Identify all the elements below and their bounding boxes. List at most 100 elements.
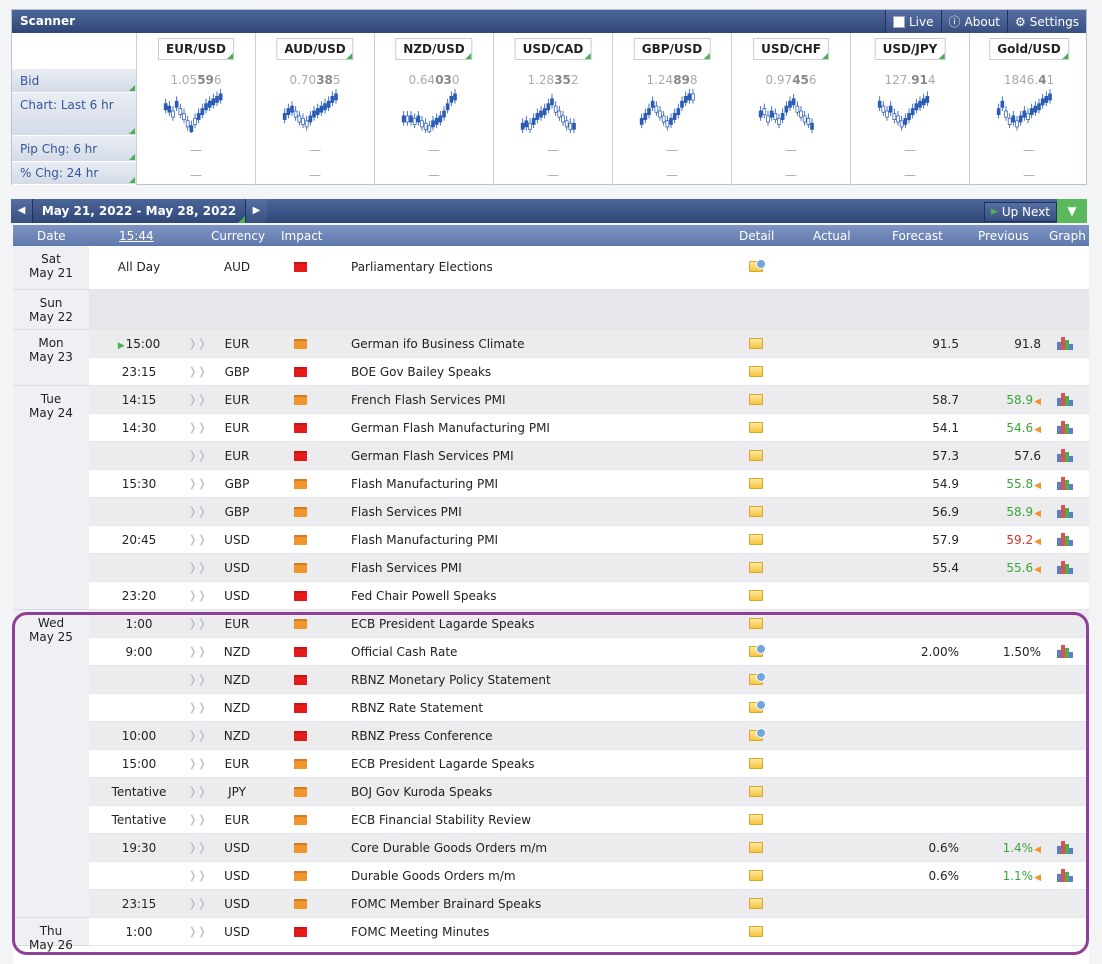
live-checkbox[interactable]	[893, 15, 905, 28]
event-name[interactable]: Flash Manufacturing PMI	[351, 533, 499, 547]
graph-icon[interactable]	[1057, 476, 1073, 490]
event-row[interactable]: 9:00 ❭❭ NZD Official Cash Rate 2.00% 1.50%	[89, 638, 1089, 666]
sound-alert-icon[interactable]: ❭❭	[188, 533, 207, 546]
detail-folder-icon[interactable]	[749, 898, 763, 909]
event-name[interactable]: Flash Services PMI	[351, 561, 462, 575]
graph-icon[interactable]	[1057, 392, 1073, 406]
about-button[interactable]: ⓘ About	[940, 10, 1008, 33]
event-row[interactable]: 10:00 ❭❭ NZD RBNZ Press Conference	[89, 722, 1089, 750]
pair-name[interactable]: AUD/USD	[276, 38, 354, 60]
event-row[interactable]: ❭❭ USD Flash Services PMI 55.4 55.6◀	[89, 554, 1089, 582]
sound-alert-icon[interactable]: ❭❭	[188, 645, 207, 658]
event-name[interactable]: Core Durable Goods Orders m/m	[351, 841, 548, 855]
event-name[interactable]: BOJ Gov Kuroda Speaks	[351, 785, 493, 799]
sound-alert-icon[interactable]: ❭❭	[188, 841, 207, 854]
event-name[interactable]: German Flash Services PMI	[351, 449, 514, 463]
detail-folder-icon[interactable]	[749, 814, 763, 825]
sound-alert-icon[interactable]: ❭❭	[188, 393, 207, 406]
event-row[interactable]: Tentative ❭❭ JPY BOJ Gov Kuroda Speaks	[89, 778, 1089, 806]
sound-alert-icon[interactable]: ❭❭	[188, 617, 207, 630]
detail-folder-icon[interactable]	[749, 842, 763, 853]
sound-alert-icon[interactable]: ❭❭	[188, 505, 207, 518]
event-name[interactable]: Flash Services PMI	[351, 505, 462, 519]
event-row[interactable]: ❭❭ NZD RBNZ Rate Statement	[89, 694, 1089, 722]
sound-alert-icon[interactable]: ❭❭	[188, 701, 207, 714]
sound-alert-icon[interactable]: ❭❭	[188, 869, 207, 882]
event-row[interactable]: 14:30 ❭❭ EUR German Flash Manufacturing PMI…	[89, 414, 1089, 442]
pair-name[interactable]: EUR/USD	[158, 38, 234, 60]
event-name[interactable]: BOE Gov Bailey Speaks	[351, 365, 492, 379]
pair-sparkline-chart[interactable]	[153, 89, 237, 133]
sound-alert-icon[interactable]: ❭❭	[188, 477, 207, 490]
sound-alert-icon[interactable]: ❭❭	[188, 813, 207, 826]
event-name[interactable]: RBNZ Monetary Policy Statement	[351, 673, 551, 687]
detail-folder-icon[interactable]	[749, 506, 763, 517]
live-toggle[interactable]: Live	[885, 10, 941, 33]
event-row[interactable]: 23:20 ❭❭ USD Fed Chair Powell Speaks	[89, 582, 1089, 610]
detail-folder-icon[interactable]	[749, 422, 763, 433]
detail-folder-icon[interactable]	[749, 478, 763, 489]
event-name[interactable]: ECB President Lagarde Speaks	[351, 757, 535, 771]
pair-name[interactable]: USD/JPY	[874, 38, 946, 60]
graph-icon[interactable]	[1057, 336, 1073, 350]
pair-sparkline-chart[interactable]	[510, 89, 594, 133]
event-row[interactable]: 23:15 ❭❭ GBP BOE Gov Bailey Speaks	[89, 358, 1089, 386]
event-name[interactable]: Official Cash Rate	[351, 645, 458, 659]
event-row[interactable]: 19:30 ❭❭ USD Core Durable Goods Orders m/m 0…	[89, 834, 1089, 862]
detail-folder-icon[interactable]	[749, 672, 766, 685]
event-name[interactable]: FOMC Meeting Minutes	[351, 925, 490, 939]
event-name[interactable]: FOMC Member Brainard Speaks	[351, 897, 542, 911]
event-row[interactable]: All Day AUD Parliamentary Elections	[89, 246, 1089, 290]
pair-sparkline-chart[interactable]	[748, 89, 832, 133]
event-row[interactable]: 15:00 ❭❭ EUR ECB President Lagarde Speaks	[89, 750, 1089, 778]
filter-button[interactable]: ▼	[1057, 199, 1087, 223]
detail-folder-icon[interactable]	[749, 700, 766, 713]
event-row[interactable]: 1:00 ❭❭ EUR ECB President Lagarde Speaks	[89, 610, 1089, 638]
pair-name[interactable]: GBP/USD	[633, 38, 711, 60]
sound-alert-icon[interactable]: ❭❭	[188, 589, 207, 602]
event-row[interactable]: ▶15:00 ❭❭ EUR German ifo Business Climate 91…	[89, 330, 1089, 358]
event-row[interactable]: 15:30 ❭❭ GBP Flash Manufacturing PMI 54.9 55.…	[89, 470, 1089, 498]
next-week-button[interactable]: ▶	[245, 199, 267, 223]
sound-alert-icon[interactable]: ❭❭	[188, 673, 207, 686]
detail-folder-icon[interactable]	[749, 394, 763, 405]
sound-alert-icon[interactable]: ❭❭	[188, 729, 207, 742]
graph-icon[interactable]	[1057, 504, 1073, 518]
event-row[interactable]: ❭❭ USD Durable Goods Orders m/m 0.6% 1.1%◀	[89, 862, 1089, 890]
event-row[interactable]: 23:15 ❭❭ USD FOMC Member Brainard Speaks	[89, 890, 1089, 918]
event-row[interactable]	[89, 290, 1089, 330]
sound-alert-icon[interactable]: ❭❭	[188, 449, 207, 462]
event-row[interactable]: ❭❭ GBP Flash Services PMI 56.9 58.9◀	[89, 498, 1089, 526]
detail-folder-icon[interactable]	[749, 870, 763, 881]
sound-alert-icon[interactable]: ❭❭	[188, 925, 207, 938]
pair-name[interactable]: USD/CAD	[514, 38, 592, 60]
sound-alert-icon[interactable]: ❭❭	[188, 757, 207, 770]
event-row[interactable]: Tentative ❭❭ EUR ECB Financial Stability Re…	[89, 806, 1089, 834]
settings-button[interactable]: ⚙ Settings	[1007, 10, 1086, 33]
event-name[interactable]: ECB Financial Stability Review	[351, 813, 532, 827]
event-name[interactable]: Fed Chair Powell Speaks	[351, 589, 497, 603]
event-name[interactable]: ECB President Lagarde Speaks	[351, 617, 535, 631]
sound-alert-icon[interactable]: ❭❭	[188, 421, 207, 434]
event-row[interactable]: ❭❭ EUR German Flash Services PMI 57.3 57.6	[89, 442, 1089, 470]
graph-icon[interactable]	[1057, 868, 1073, 882]
up-next-button[interactable]: ▶ Up Next	[983, 202, 1057, 222]
pair-sparkline-chart[interactable]	[272, 89, 356, 133]
event-row[interactable]: ❭❭ NZD RBNZ Monetary Policy Statement	[89, 666, 1089, 694]
pair-sparkline-chart[interactable]	[986, 89, 1070, 133]
event-name[interactable]: Durable Goods Orders m/m	[351, 869, 516, 883]
prev-week-button[interactable]: ◀	[11, 199, 33, 223]
sound-alert-icon[interactable]: ❭❭	[188, 561, 207, 574]
detail-folder-icon[interactable]	[749, 728, 766, 741]
detail-folder-icon[interactable]	[749, 450, 763, 461]
event-name[interactable]: German ifo Business Climate	[351, 337, 525, 351]
row-label-bid[interactable]: Bid	[12, 69, 136, 93]
pair-name[interactable]: NZD/USD	[395, 38, 473, 60]
sound-alert-icon[interactable]: ❭❭	[188, 897, 207, 910]
event-name[interactable]: French Flash Services PMI	[351, 393, 506, 407]
detail-folder-icon[interactable]	[749, 590, 763, 601]
detail-folder-icon[interactable]	[749, 644, 766, 657]
col-header-time[interactable]: 15:44	[119, 229, 154, 243]
event-row[interactable]: 1:00 ❭❭ USD FOMC Meeting Minutes	[89, 918, 1089, 946]
detail-folder-icon[interactable]	[749, 366, 763, 377]
